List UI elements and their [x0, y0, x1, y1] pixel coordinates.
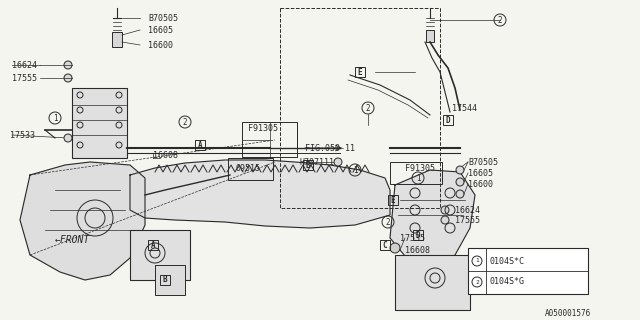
Text: B: B — [163, 276, 167, 284]
Text: 17535: 17535 — [400, 234, 425, 243]
Text: 2: 2 — [498, 15, 502, 25]
Text: 16608: 16608 — [405, 245, 430, 254]
Bar — [395, 255, 470, 310]
Circle shape — [64, 134, 72, 142]
Text: 16624: 16624 — [12, 60, 37, 69]
Bar — [443, 115, 453, 125]
Text: E: E — [358, 68, 362, 76]
Circle shape — [456, 178, 464, 186]
Circle shape — [64, 74, 72, 82]
Circle shape — [441, 216, 449, 224]
Text: 17555: 17555 — [12, 74, 37, 83]
Bar — [242, 122, 297, 157]
Bar — [426, 30, 434, 42]
Circle shape — [390, 243, 400, 253]
Text: 2: 2 — [386, 218, 390, 227]
Circle shape — [64, 61, 72, 69]
Circle shape — [456, 190, 464, 198]
Text: 2: 2 — [365, 103, 371, 113]
Text: 1: 1 — [475, 259, 479, 263]
Circle shape — [441, 206, 449, 214]
Bar — [148, 240, 158, 250]
Text: FIG.050-11: FIG.050-11 — [305, 143, 355, 153]
Text: B70505: B70505 — [148, 13, 178, 22]
Bar — [355, 67, 365, 77]
Bar — [160, 275, 170, 285]
Text: 16608: 16608 — [153, 150, 178, 159]
Text: ←FRONT: ←FRONT — [55, 235, 90, 245]
Bar — [468, 248, 588, 294]
Circle shape — [456, 166, 464, 174]
Text: E: E — [390, 196, 396, 204]
Bar — [390, 162, 442, 184]
Bar — [280, 8, 440, 208]
Text: A: A — [198, 140, 202, 149]
Text: B: B — [306, 161, 310, 170]
Text: F91305: F91305 — [248, 124, 278, 132]
Polygon shape — [130, 160, 390, 228]
Polygon shape — [390, 170, 475, 268]
Text: 17555: 17555 — [455, 215, 480, 225]
Bar — [195, 140, 205, 150]
Text: H707111: H707111 — [300, 157, 335, 166]
Bar — [112, 32, 122, 47]
Bar — [413, 230, 423, 240]
Text: A: A — [150, 241, 156, 250]
Text: 16600: 16600 — [148, 41, 173, 50]
Polygon shape — [20, 162, 145, 280]
Bar — [388, 195, 398, 205]
Bar — [72, 88, 127, 158]
Text: F91305: F91305 — [405, 164, 435, 172]
Text: 1: 1 — [353, 165, 357, 174]
Bar — [303, 160, 313, 170]
Text: D: D — [445, 116, 451, 124]
Text: 2: 2 — [475, 279, 479, 284]
Text: 17533: 17533 — [10, 131, 35, 140]
Text: 09515: 09515 — [235, 164, 260, 172]
Bar — [130, 230, 190, 280]
Text: D: D — [416, 230, 420, 239]
Bar — [155, 265, 185, 295]
Circle shape — [334, 158, 342, 166]
Bar — [228, 158, 273, 180]
Text: 16605: 16605 — [148, 26, 173, 35]
Text: A050001576: A050001576 — [545, 309, 591, 318]
Text: 1: 1 — [52, 114, 58, 123]
Text: 0104S*C: 0104S*C — [490, 257, 525, 266]
Text: C: C — [383, 241, 387, 250]
Text: B70505: B70505 — [468, 157, 498, 166]
Text: 16624: 16624 — [455, 205, 480, 214]
Text: 16605: 16605 — [468, 169, 493, 178]
Text: 0104S*G: 0104S*G — [490, 277, 525, 286]
Text: 16600: 16600 — [468, 180, 493, 188]
Text: 1: 1 — [416, 173, 420, 182]
Text: 2: 2 — [182, 117, 188, 126]
Text: 17544: 17544 — [452, 103, 477, 113]
Bar — [380, 240, 390, 250]
